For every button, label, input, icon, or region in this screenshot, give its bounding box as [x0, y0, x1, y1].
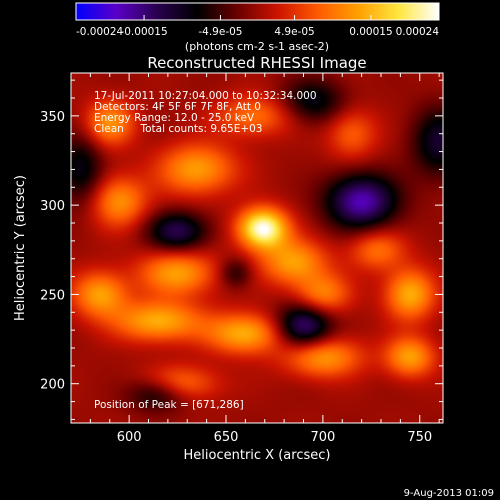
x-tick-label: 650	[214, 430, 239, 445]
x-tick-label: 750	[407, 430, 432, 445]
x-axis-label: Heliocentric X (arcsec)	[184, 448, 331, 463]
chart-title: Reconstructed RHESSI Image	[147, 54, 366, 72]
annotation-energy-range: Energy Range: 12.0 - 25.0 keV	[94, 112, 255, 124]
colorbar-strip	[75, 2, 440, 21]
observation-info: 17-Jul-2011 10:27:04.000 to 10:32:34.000…	[94, 90, 317, 135]
x-tick-label: 700	[310, 430, 335, 445]
heatmap	[71, 73, 443, 423]
annotation-time-range: 17-Jul-2011 10:27:04.000 to 10:32:34.000	[94, 90, 317, 102]
y-tick-label: 250	[40, 288, 65, 303]
colorbar: -0.00024-0.00015 -4.9e-05 4.9e-05 0.00015 0.…	[75, 2, 440, 53]
y-axis-ticks: 200 250 300 350	[40, 79, 443, 420]
annotation-detectors: Detectors: 4F 5F 6F 7F 8F, Att 0	[94, 101, 261, 113]
y-tick-label: 300	[40, 199, 65, 214]
plot-frame	[70, 72, 444, 424]
colorbar-tick-label: -0.00024	[76, 26, 124, 38]
colorbar-tick-label: 0.00015	[349, 26, 392, 38]
colorbar-tick-label: -0.00015	[120, 26, 167, 38]
heatmap-canvas	[71, 73, 443, 423]
y-tick-label: 200	[40, 378, 65, 393]
annotation-clean-counts: Clean Total counts: 9.65E+03	[94, 123, 263, 135]
footer-date: 9-Aug-2013 01:09	[404, 488, 494, 499]
peak-position-label: Position of Peak = [671,286]	[94, 399, 244, 411]
x-tick-label: 600	[117, 430, 142, 445]
colorbar-ticks: -0.00024-0.00015 -4.9e-05 4.9e-05 0.00015 0.…	[75, 15, 440, 38]
colorbar-tick-label: 4.9e-05	[274, 26, 314, 38]
colorbar-tick-label: -4.9e-05	[198, 26, 242, 38]
colorbar-tick-label: 0.00024	[396, 26, 440, 38]
plot-area: 600 650 700 750 200 250 300 350	[40, 72, 444, 445]
x-axis-ticks: 600 650 700 750	[70, 73, 440, 445]
y-axis-label: Heliocentric Y (arcsec)	[13, 175, 28, 321]
y-tick-label: 350	[40, 110, 65, 125]
colorbar-units: (photons cm-2 s-1 asec-2)	[185, 40, 329, 53]
